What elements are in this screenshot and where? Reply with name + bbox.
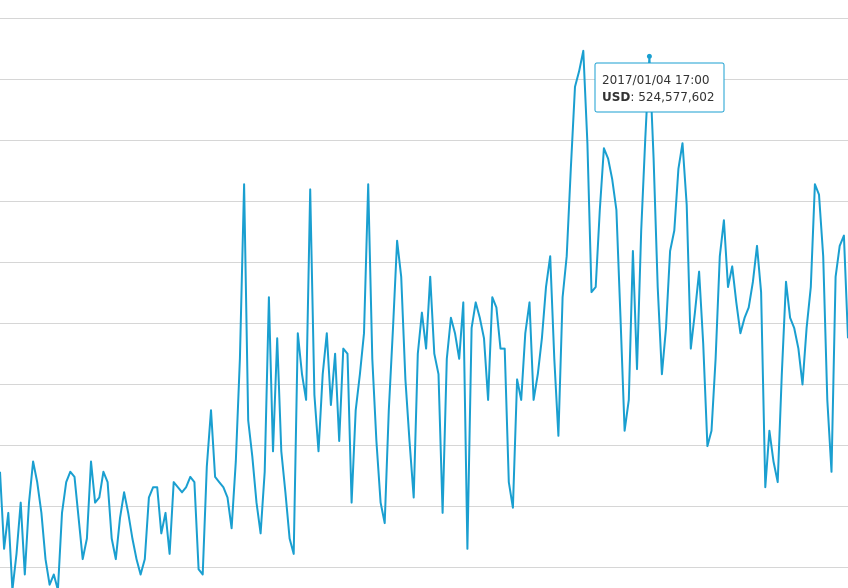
tooltip-row: USD: 524,577,602 — [602, 90, 715, 104]
series-line — [0, 49, 848, 588]
hovered-data-point[interactable] — [646, 53, 652, 59]
tooltip-box — [594, 62, 725, 113]
tooltip: 2017/01/04 17:00 USD: 524,577,602 — [594, 62, 725, 113]
tooltip-date: 2017/01/04 17:00 — [602, 73, 710, 87]
series-layer — [0, 49, 848, 588]
tooltip-series-label: USD — [602, 90, 630, 104]
tooltip-value: 524,577,602 — [638, 90, 714, 104]
